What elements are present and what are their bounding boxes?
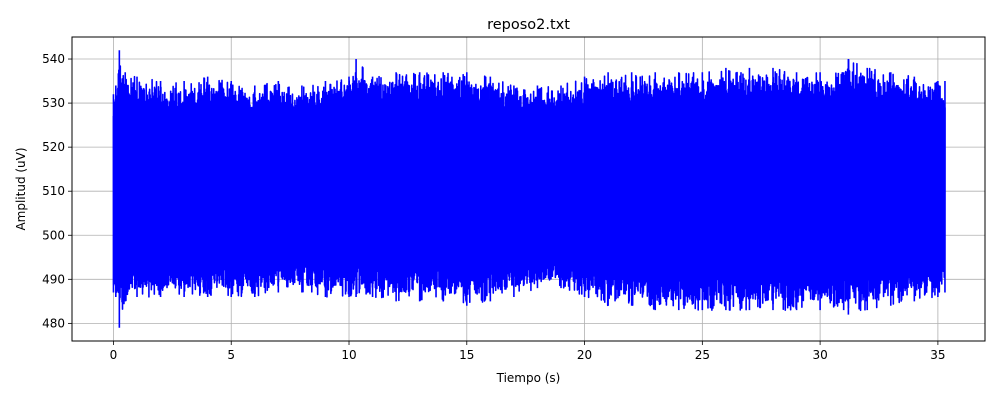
plot-frame [71, 36, 986, 342]
x-tick-label: 10 [341, 348, 356, 362]
x-tick-label: 0 [110, 348, 118, 362]
y-axis-label: Amplitud (uV) [14, 147, 28, 230]
x-axis-label: Tiempo (s) [496, 371, 561, 385]
y-tick-label: 500 [42, 228, 65, 242]
chart-title: reposo2.txt [487, 17, 570, 33]
y-tick-label: 480 [42, 316, 65, 330]
x-tick-label: 35 [930, 348, 945, 362]
x-tick-label: 25 [695, 348, 710, 362]
y-tick-label: 490 [42, 272, 65, 286]
y-tick-label: 530 [42, 96, 65, 110]
x-tick-label: 20 [577, 348, 592, 362]
x-tick-label: 30 [812, 348, 827, 362]
x-tick-label: 15 [459, 348, 474, 362]
signal-peaks [112, 50, 946, 328]
y-tick-label: 510 [42, 184, 65, 198]
y-tick-label: 520 [42, 140, 65, 154]
y-tick-label: 540 [42, 52, 65, 66]
signal-line [112, 58, 946, 312]
series-layer [112, 50, 946, 328]
x-tick-label: 5 [227, 348, 235, 362]
